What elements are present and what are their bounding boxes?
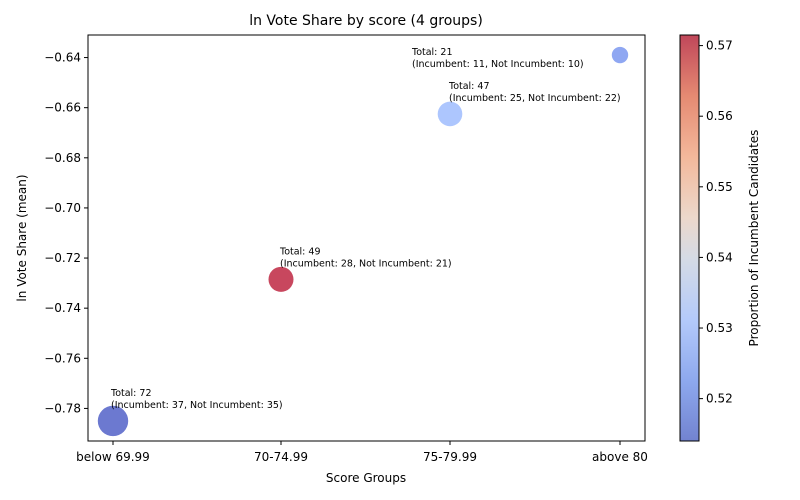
data-point <box>611 46 629 64</box>
y-tick-label: −0.78 <box>44 401 81 415</box>
x-tick-label: above 80 <box>592 450 648 464</box>
y-tick-label: −0.66 <box>44 101 81 115</box>
point-annotation: Total: 72 (Incumbent: 37, Not Incumbent: … <box>110 388 283 411</box>
x-tick-label: 70-74.99 <box>254 450 308 464</box>
y-tick-label: −0.64 <box>44 51 81 65</box>
y-tick-label: −0.68 <box>44 151 81 165</box>
plot-frame <box>87 34 646 442</box>
point-annotation: Total: 21 (Incumbent: 11, Not Incumbent: … <box>411 47 584 70</box>
colorbar-tick-label: 0.54 <box>706 250 733 264</box>
y-tick-label: −0.70 <box>44 201 81 215</box>
chart-title: ln Vote Share by score (4 groups) <box>249 13 483 29</box>
colorbar-label: Proportion of Incumbent Candidates <box>747 130 761 347</box>
point-annotation: Total: 47 (Incumbent: 25, Not Incumbent: … <box>448 81 621 104</box>
point-annotation: Total: 49 (Incumbent: 28, Not Incumbent: … <box>279 246 452 269</box>
annotation-total: Total: 47 <box>448 81 490 92</box>
y-tick-label: −0.72 <box>44 251 81 265</box>
colorbar-tick-label: 0.53 <box>706 321 733 335</box>
annotation-breakdown: (Incumbent: 37, Not Incumbent: 35) <box>111 400 283 411</box>
annotation-total: Total: 72 <box>110 388 152 399</box>
annotation-total: Total: 21 <box>411 47 453 58</box>
annotation-breakdown: (Incumbent: 28, Not Incumbent: 21) <box>280 258 452 269</box>
y-tick-label: −0.74 <box>44 301 81 315</box>
colorbar-tick-label: 0.56 <box>706 109 733 123</box>
x-tick-label: 75-79.99 <box>423 450 477 464</box>
y-axis-label: ln Vote Share (mean) <box>15 174 29 301</box>
annotation-breakdown: (Incumbent: 25, Not Incumbent: 22) <box>449 93 621 104</box>
data-point <box>268 266 294 292</box>
y-tick-label: −0.76 <box>44 351 81 365</box>
data-point <box>437 101 463 127</box>
plot-area: Total: 72 (Incumbent: 37, Not Incumbent: … <box>97 46 629 437</box>
annotation-breakdown: (Incumbent: 11, Not Incumbent: 10) <box>412 59 584 70</box>
colorbar-tick-label: 0.55 <box>706 180 733 194</box>
data-point <box>97 405 129 437</box>
x-tick-label: below 69.99 <box>76 450 150 464</box>
colorbar: 0.52 0.53 0.54 0.55 0.56 0.57 <box>679 34 733 442</box>
annotation-total: Total: 49 <box>279 246 321 257</box>
x-axis-label: Score Groups <box>326 471 406 485</box>
colorbar-gradient <box>679 34 700 442</box>
colorbar-tick-label: 0.52 <box>706 392 733 406</box>
colorbar-tick-label: 0.57 <box>706 39 733 53</box>
